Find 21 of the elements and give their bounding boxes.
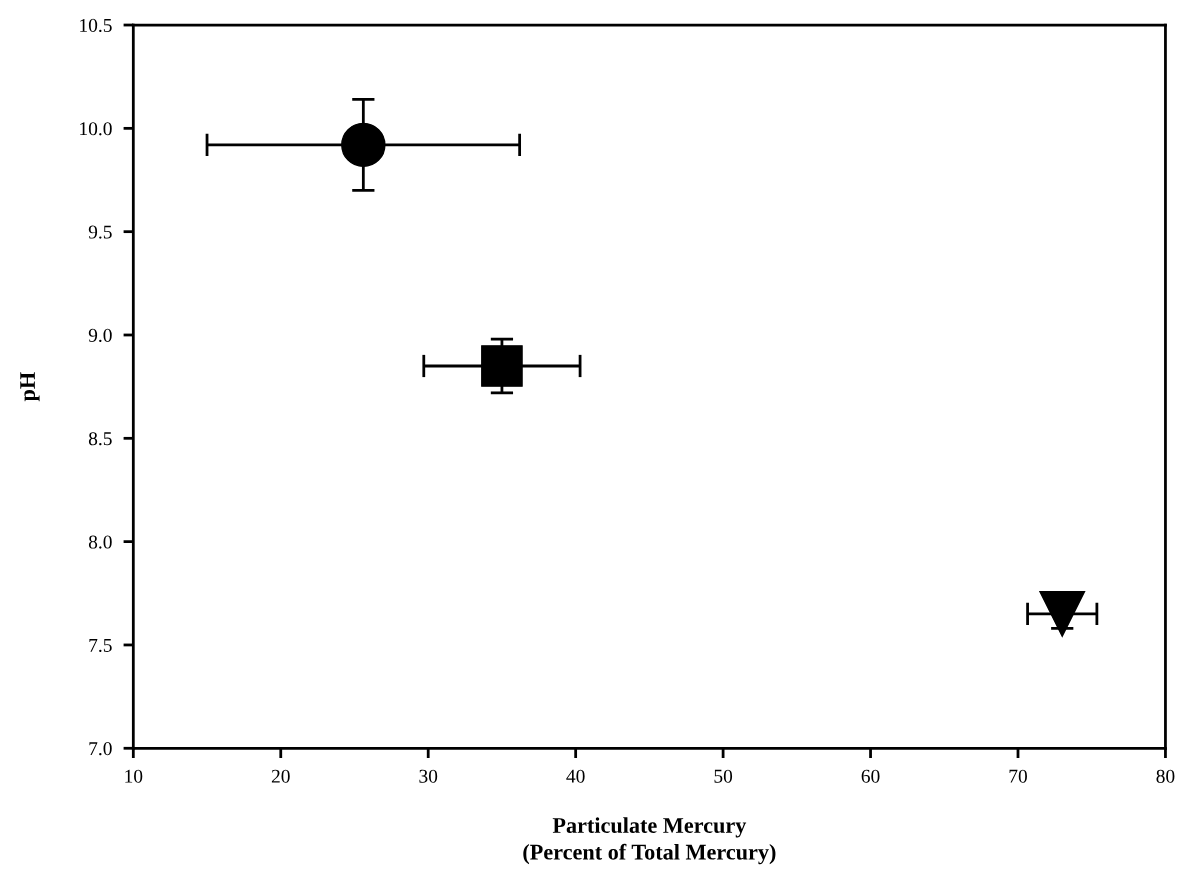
x-tick-label: 10	[125, 769, 143, 783]
x-tick-label: 60	[861, 769, 880, 783]
point	[1039, 591, 1086, 637]
x-tick-label: 50	[714, 769, 733, 783]
point	[341, 122, 386, 168]
y-tick-label: 8.5	[88, 432, 112, 446]
x-tick-label: 70	[1009, 769, 1027, 783]
y-tick-label: 7.5	[89, 638, 112, 652]
y-tick-label: 9.0	[88, 328, 112, 343]
y-tick-label: 7.0	[89, 742, 112, 756]
x-tick-label: 80	[1156, 769, 1175, 783]
x-tick-label: 20	[271, 769, 290, 783]
y-tick-label: 9.5	[88, 225, 112, 239]
x-tick-label: 30	[419, 769, 438, 783]
x-axis-title: Particulate Mercury (Percent of Total Mercury)	[523, 817, 776, 865]
y-axis-title: pH	[20, 372, 40, 402]
y-tick-label: 10.0	[80, 122, 112, 136]
y-tick-label: 8.0	[88, 535, 112, 549]
point	[481, 345, 523, 387]
x-tick-label: 40	[566, 769, 585, 783]
y-tick-label: 10.5	[80, 18, 112, 33]
